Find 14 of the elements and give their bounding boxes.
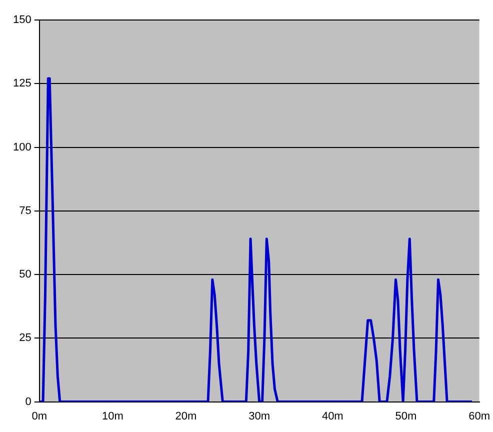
y-tick-label: 25 [19, 332, 32, 344]
x-tick-label: 50m [395, 410, 417, 422]
y-tick-label: 125 [12, 78, 32, 90]
x-tick-label: 40m [322, 410, 344, 422]
y-tick-label: 150 [12, 14, 32, 26]
y-tick-label: 0 [25, 396, 32, 408]
x-tick-label: 20m [175, 410, 197, 422]
x-tick-label: 0m [32, 410, 47, 422]
x-tick-label: 60m [468, 410, 490, 422]
x-tick-label: 30m [248, 410, 270, 422]
y-tick-label: 100 [12, 141, 32, 154]
y-tick-label: 50 [19, 268, 32, 281]
y-tick-label: 75 [19, 204, 32, 217]
x-tick-label: 10m [102, 410, 124, 422]
